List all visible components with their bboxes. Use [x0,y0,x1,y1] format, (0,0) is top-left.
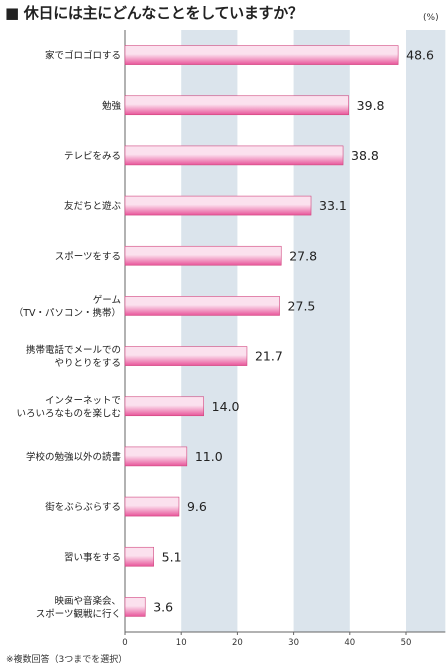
value-label: 9.6 [187,499,207,514]
value-label: 11.0 [195,449,223,464]
grid-band [406,30,446,632]
footnote: ※複数回答（3つまでを選択） [6,655,128,665]
grid-band [293,30,350,632]
value-label: 14.0 [212,399,240,414]
chart-title: ■ 休日には主にどんなことをしていますか？ [5,4,303,22]
bar [124,95,349,116]
x-tick-label: 40 [344,638,355,648]
value-label: 5.1 [162,549,182,564]
bar [124,195,312,216]
category-label: 携帯電話でメールでのやりとりをする [26,344,121,369]
x-tick-label: 0 [122,638,127,648]
unit-label: (%) [423,13,439,23]
bar [124,396,204,417]
x-tick-label: 10 [176,638,187,648]
grid-band [181,30,238,632]
value-label: 38.8 [351,148,379,163]
value-label: 27.5 [288,298,316,313]
category-label: 勉強 [102,100,122,112]
bar [124,45,399,65]
value-label: 21.7 [255,349,283,364]
category-label: インターネットでいろいろなものを楽しむ [16,395,121,419]
bar [124,346,248,366]
value-label: 33.1 [319,198,347,213]
bar [124,496,180,517]
bar [124,145,344,166]
x-tick-label: 50 [401,638,412,648]
bar [124,245,282,266]
category-label: 街をぶらぶらする [45,501,121,513]
bar [124,597,146,617]
category-label: 友だちと遊ぶ [64,200,122,212]
bar [124,446,188,467]
category-label: 映画や音楽会、スポーツ観戦に行く [36,595,121,620]
x-tick-label: 20 [232,638,243,648]
bar [124,296,280,316]
category-label: 習い事をする [64,551,121,563]
x-tick-label: 30 [288,638,299,648]
value-label: 48.6 [406,48,434,63]
category-label: 家でゴロゴロする [45,50,121,62]
category-label: 学校の勉強以外の読書 [26,451,121,463]
category-label: ゲーム（TV・パソコン・携帯） [14,294,121,319]
value-label: 27.8 [289,248,317,263]
value-label: 3.6 [153,599,173,614]
category-label: スポーツをする [55,251,121,262]
category-label: テレビをみる [64,151,121,162]
value-label: 39.8 [357,98,385,113]
bar [124,546,154,567]
